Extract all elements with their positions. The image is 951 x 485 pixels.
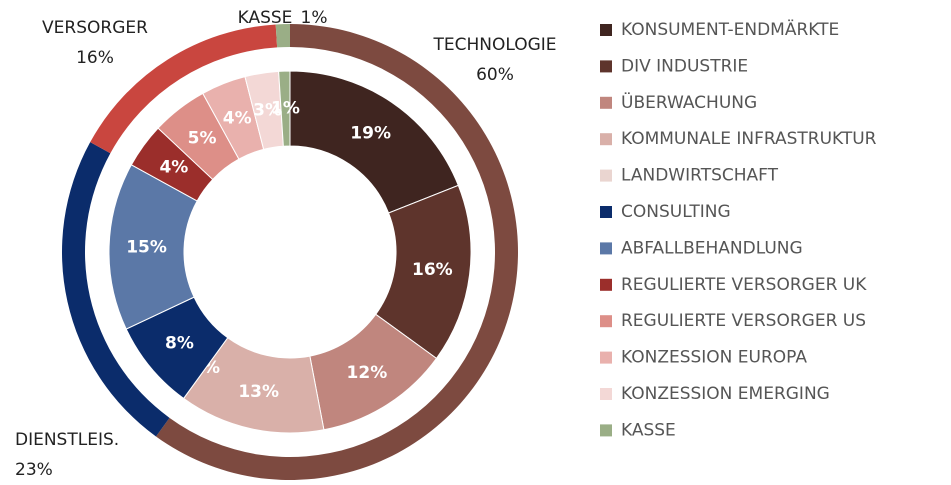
legend-swatch [600,388,612,400]
legend-label: ABFALLBEHANDLUNG [621,238,803,258]
legend-swatch [600,315,612,328]
donut-slice [289,70,459,214]
data-label: 12% [347,363,388,383]
legend-swatch [600,24,612,36]
donut-slice [278,70,291,147]
legend-swatch [600,278,612,291]
legend-swatch [600,60,612,73]
data-label: 16% [412,260,453,280]
data-label: 1% [271,99,300,119]
data-label: 16% [76,48,114,68]
donut-slice [61,142,170,437]
data-label: 4% [159,158,188,178]
category-label: DIENSTLEIS. [15,430,119,450]
donut-slice [275,24,290,48]
legend-label: ÜBERWACHUNG [621,91,757,113]
donut-slice [155,24,519,480]
legend-label: KOMMUNALE INFRASTRUKTUR [621,129,877,149]
legend-label: KASSE [621,420,676,440]
legend-label: KONSUMENT-ENDMÄRKTE [621,19,839,40]
legend-swatch [600,96,612,109]
legend-swatch [600,206,612,218]
data-label: 1% [301,8,328,28]
legend-label: LANDWIRTSCHAFT [621,166,779,186]
legend-label: DIV INDUSTRIE [621,56,748,76]
data-label: 19% [350,123,391,143]
data-label: 13% [238,382,279,402]
legend-swatch [600,351,612,364]
data-label: 8% [165,333,194,353]
data-label: 60% [476,65,514,85]
data-label: 4% [223,109,252,129]
legend-swatch [600,133,612,146]
legend-label: KONZESSION EMERGING [621,384,830,404]
donut-slice [90,24,278,154]
data-label: 3% [253,100,282,120]
legend-label: KONZESSION EUROPA [621,348,807,368]
legend-swatch [600,242,612,255]
legend-label: REGULIERTE VERSORGER US [621,311,866,331]
data-label: 15% [126,237,167,257]
legend-label: REGULIERTE VERSORGER UK [621,275,867,295]
category-label: KASSE [238,8,293,28]
data-label: 23% [15,460,53,480]
legend-swatch [600,424,612,437]
data-label: 5% [188,129,217,149]
category-label: VERSORGER [42,18,148,38]
category-label: TECHNOLOGIE [432,35,556,55]
legend-label: CONSULTING [621,202,731,222]
legend-swatch [600,169,612,182]
